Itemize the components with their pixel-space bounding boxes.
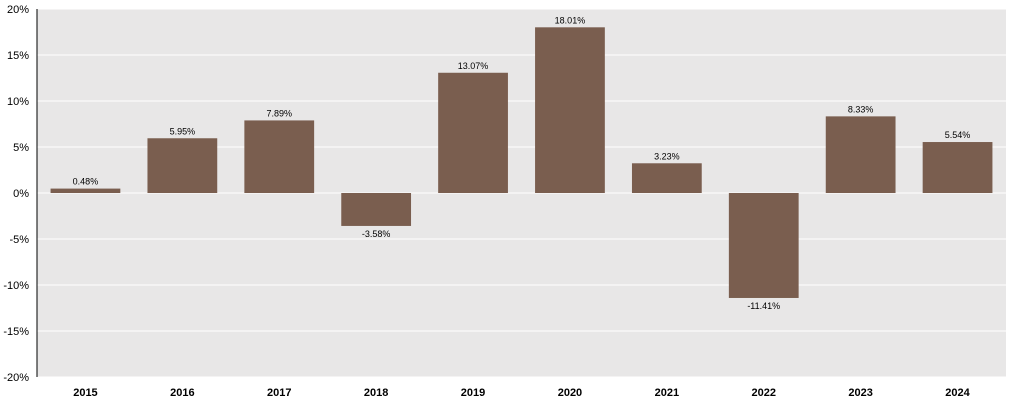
data-labels: 0.48% 5.95% 7.89% -3.58% 13.07% 18.01% 3.23% -1… — [73, 15, 971, 311]
bar-2021 — [631, 163, 702, 193]
x-tick-label: 2021 — [655, 387, 679, 399]
y-tick-label: 0% — [13, 188, 29, 200]
x-tick-label: 2016 — [170, 387, 194, 399]
y-tick-label: -5% — [9, 234, 29, 246]
y-tick-label: 10% — [7, 96, 29, 108]
y-tick-label: -10% — [3, 280, 29, 292]
y-tick-label: 15% — [7, 50, 29, 62]
y-tick-label: -15% — [3, 326, 29, 338]
data-label-2023: 8.33% — [848, 104, 874, 114]
data-label-2017: 7.89% — [266, 108, 292, 118]
data-label-2022: -11.41% — [747, 301, 780, 311]
x-axis-tick-labels: 2015 2016 2017 2018 2019 2020 2021 2022 2023 2024 — [73, 387, 970, 399]
data-label-2020: 18.01% — [555, 15, 586, 25]
bar-2020 — [535, 27, 605, 194]
data-label-2016: 5.95% — [170, 126, 196, 136]
bar-2018 — [341, 193, 412, 226]
bar-2019 — [438, 72, 508, 193]
bar-2015 — [50, 188, 121, 193]
data-label-2018: -3.58% — [362, 229, 391, 239]
bar-2016 — [147, 138, 218, 193]
x-tick-label: 2022 — [752, 387, 776, 399]
bar-2022 — [728, 193, 799, 298]
x-tick-label: 2018 — [364, 387, 388, 399]
bars — [50, 27, 993, 298]
data-label-2024: 5.54% — [945, 130, 971, 140]
y-tick-label: 5% — [13, 142, 29, 154]
bar-2017 — [244, 120, 315, 193]
y-tick-label: -20% — [3, 372, 29, 384]
y-axis-tick-labels: 20% 15% 10% 5% 0% -5% -10% -15% -20% — [3, 4, 29, 384]
y-tick-label: 20% — [7, 4, 29, 16]
x-tick-label: 2023 — [848, 387, 872, 399]
data-label-2019: 13.07% — [458, 61, 489, 71]
x-tick-label: 2020 — [558, 387, 582, 399]
x-tick-label: 2019 — [461, 387, 485, 399]
data-label-2015: 0.48% — [73, 177, 99, 187]
x-tick-label: 2015 — [73, 387, 97, 399]
x-tick-label: 2024 — [945, 387, 970, 399]
data-label-2021: 3.23% — [654, 151, 680, 161]
bar-2024 — [922, 142, 993, 193]
bar-2023 — [825, 116, 896, 193]
x-tick-label: 2017 — [267, 387, 291, 399]
